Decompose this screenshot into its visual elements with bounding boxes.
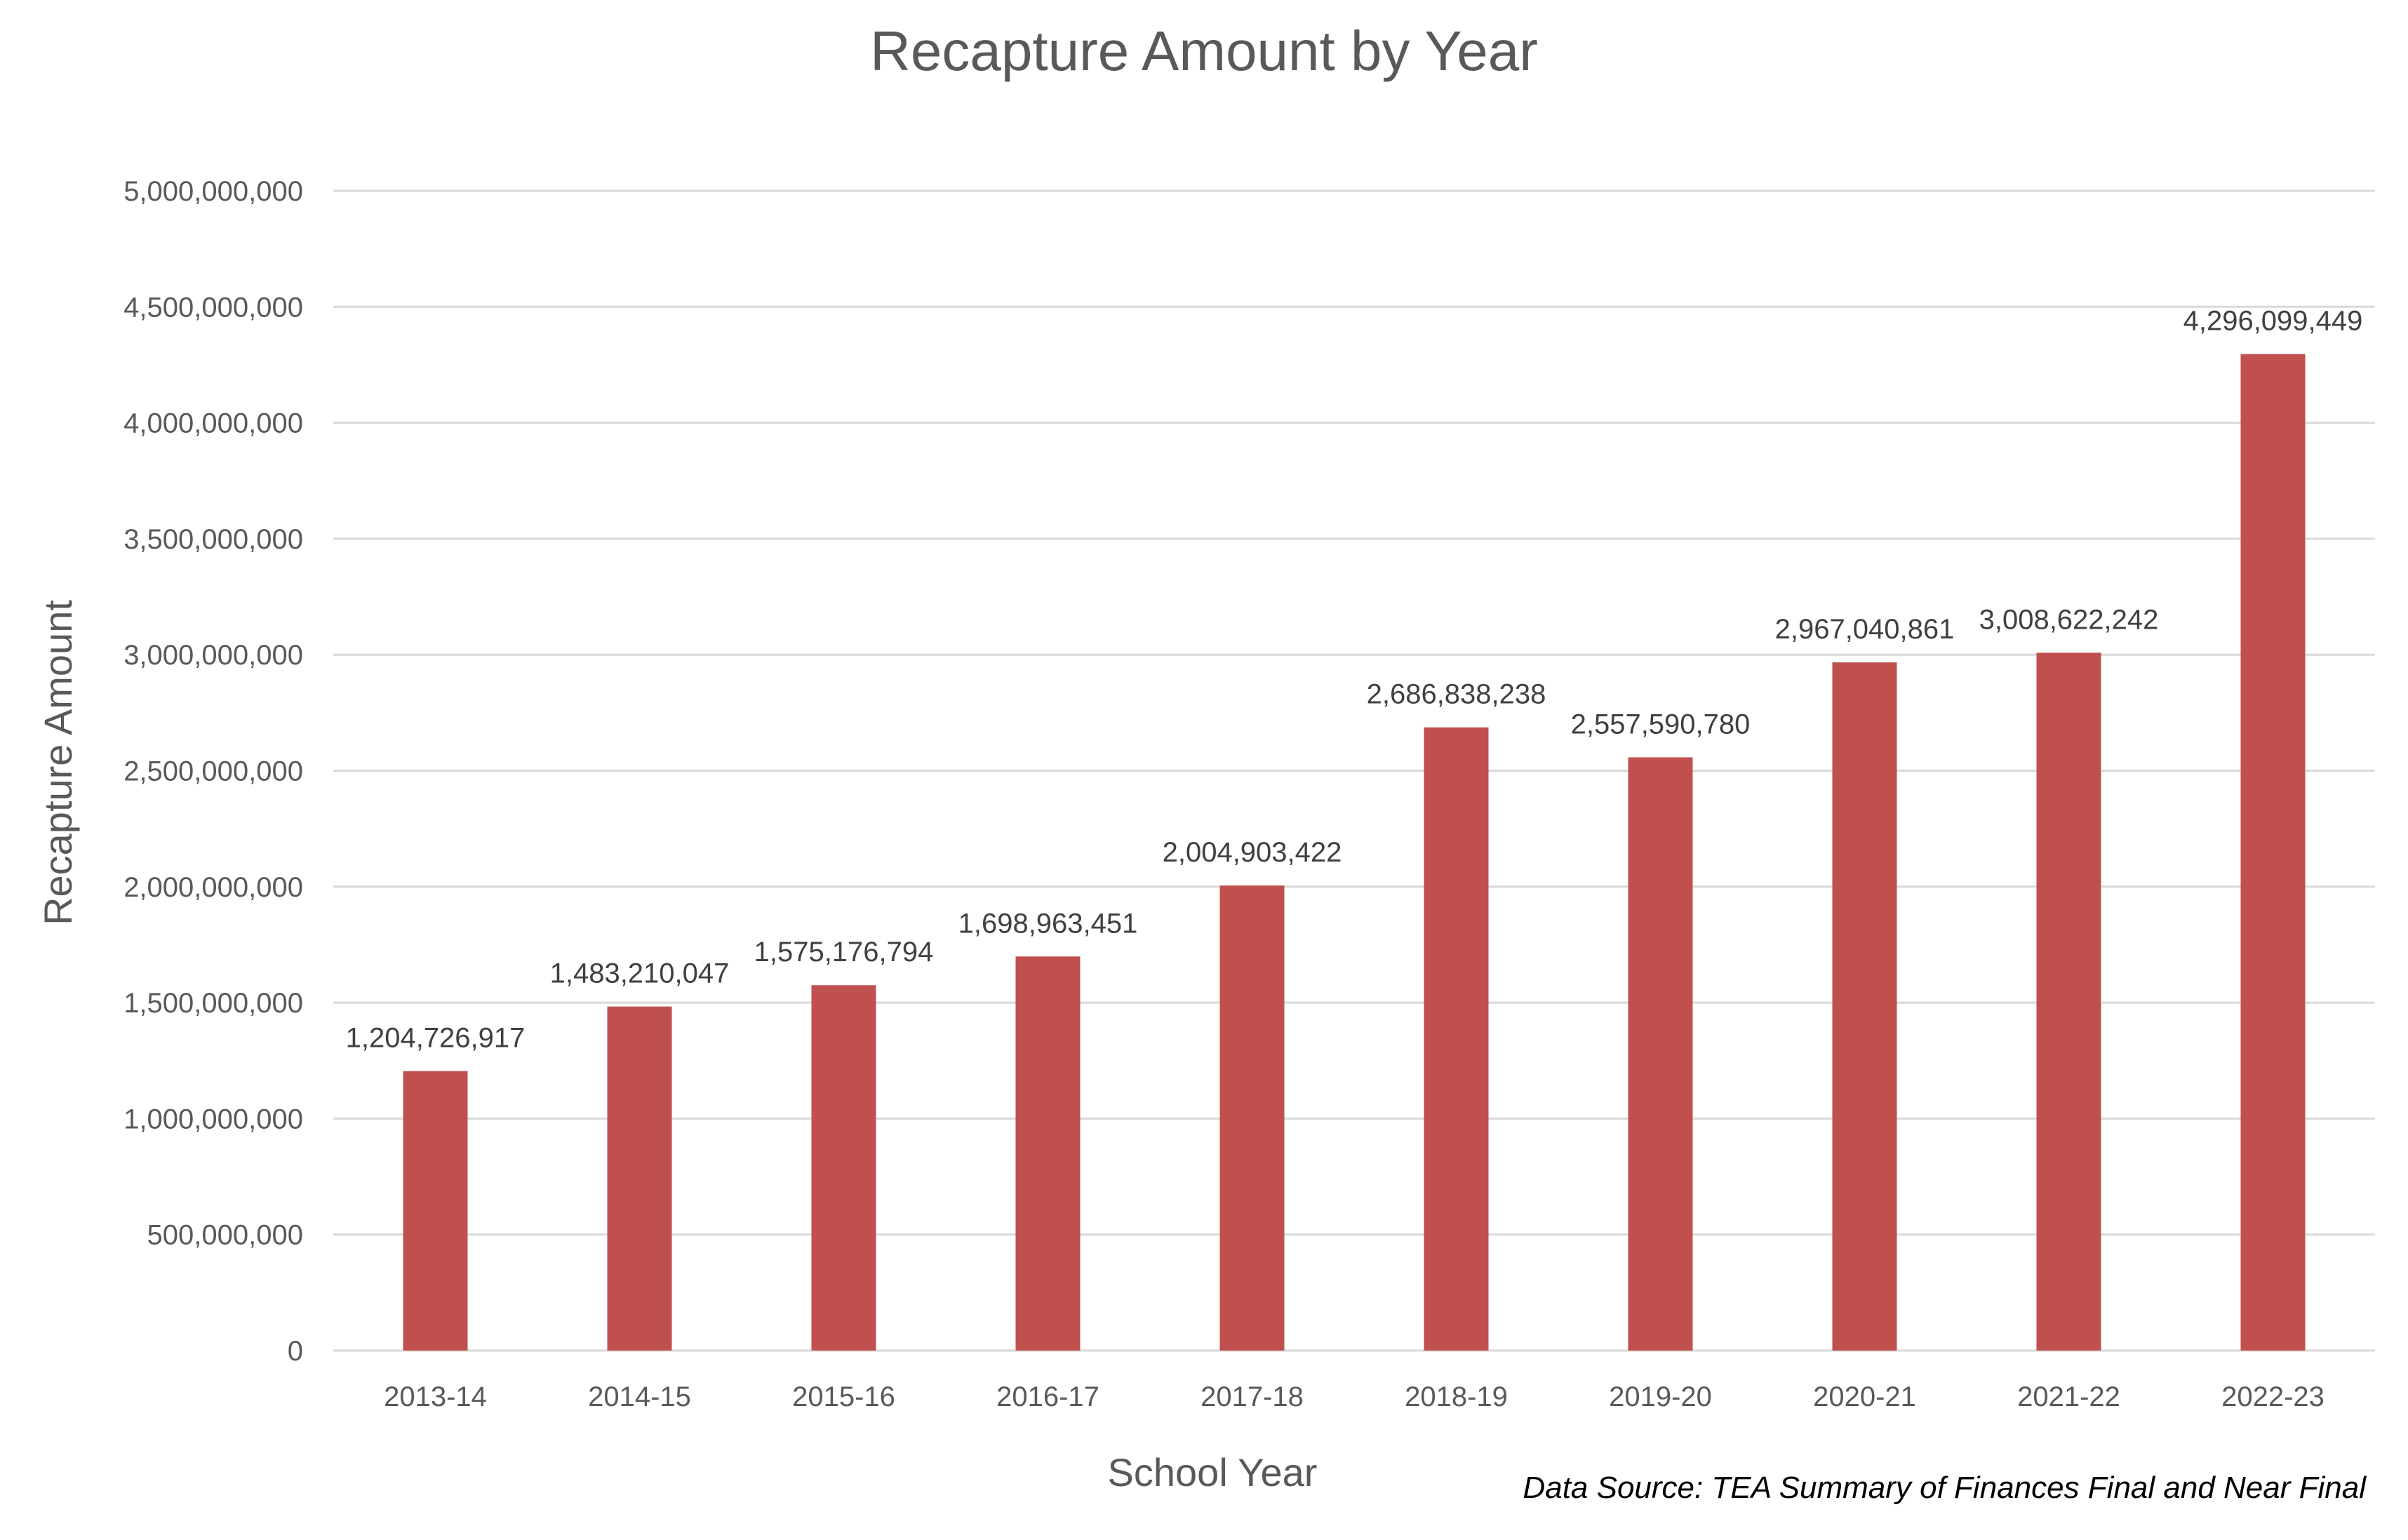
y-axis-tick-labels: 0 500,000,000 1,000,000,000 1,500,000,000 2,… bbox=[123, 176, 303, 1367]
y-tick-label: 3,500,000,000 bbox=[123, 524, 303, 555]
x-tick-label: 2016-17 bbox=[996, 1381, 1099, 1412]
bar-2017-18 bbox=[1219, 885, 1285, 1351]
data-label: 1,483,210,047 bbox=[550, 958, 730, 989]
data-label: 2,557,590,780 bbox=[1571, 709, 1751, 739]
y-tick-label: 4,500,000,000 bbox=[123, 292, 303, 323]
x-tick-label: 2022-23 bbox=[2221, 1381, 2325, 1412]
data-label: 1,204,726,917 bbox=[346, 1023, 526, 1054]
y-tick-label: 0 bbox=[288, 1336, 303, 1367]
x-tick-label: 2020-21 bbox=[1813, 1381, 1916, 1412]
gridlines bbox=[333, 189, 2375, 1352]
data-source-note: Data Source: TEA Summary of Finances Fin… bbox=[1523, 1471, 2367, 1505]
data-label: 1,698,963,451 bbox=[958, 908, 1138, 939]
bar-2013-14 bbox=[403, 1071, 468, 1351]
y-tick-label: 3,000,000,000 bbox=[123, 640, 303, 671]
bars bbox=[403, 354, 2306, 1351]
y-tick-label: 5,000,000,000 bbox=[123, 176, 303, 207]
data-label: 2,686,838,238 bbox=[1367, 679, 1546, 710]
bar-2020-21 bbox=[1832, 662, 1897, 1351]
y-tick-label: 500,000,000 bbox=[147, 1220, 303, 1251]
data-label: 2,004,903,422 bbox=[1163, 837, 1342, 868]
data-label: 3,008,622,242 bbox=[1979, 604, 2159, 635]
chart-title: Recapture Amount by Year bbox=[870, 20, 1538, 82]
data-label: 1,575,176,794 bbox=[754, 937, 934, 967]
data-label: 2,967,040,861 bbox=[1775, 614, 1955, 645]
x-tick-label: 2017-18 bbox=[1200, 1381, 1304, 1412]
bar-2018-19 bbox=[1424, 727, 1489, 1351]
x-tick-label: 2013-14 bbox=[384, 1381, 487, 1412]
bar-2019-20 bbox=[1628, 757, 1693, 1351]
data-label: 4,296,099,449 bbox=[2183, 306, 2363, 337]
bar-2016-17 bbox=[1015, 956, 1081, 1351]
y-tick-label: 1,500,000,000 bbox=[123, 988, 303, 1019]
bar-2021-22 bbox=[2036, 652, 2101, 1351]
x-axis-title: School Year bbox=[1108, 1450, 1318, 1494]
y-tick-label: 1,000,000,000 bbox=[123, 1104, 303, 1134]
bar-2022-23 bbox=[2240, 354, 2306, 1351]
x-tick-label: 2018-19 bbox=[1405, 1381, 1508, 1412]
x-tick-label: 2021-22 bbox=[2017, 1381, 2120, 1412]
x-axis-tick-labels: 2013-14 2014-15 2015-16 2016-17 2017-18 2018-… bbox=[384, 1381, 2325, 1412]
x-tick-label: 2014-15 bbox=[588, 1381, 691, 1412]
data-labels: 1,204,726,917 1,483,210,047 1,575,176,794 1… bbox=[346, 306, 2363, 1054]
y-tick-label: 2,000,000,000 bbox=[123, 872, 303, 903]
x-tick-label: 2019-20 bbox=[1609, 1381, 1712, 1412]
x-tick-label: 2015-16 bbox=[792, 1381, 895, 1412]
bar-2014-15 bbox=[607, 1006, 672, 1351]
y-tick-label: 2,500,000,000 bbox=[123, 756, 303, 787]
y-axis-title: Recapture Amount bbox=[36, 600, 80, 925]
y-tick-label: 4,000,000,000 bbox=[123, 408, 303, 439]
bar-2015-16 bbox=[811, 985, 876, 1351]
